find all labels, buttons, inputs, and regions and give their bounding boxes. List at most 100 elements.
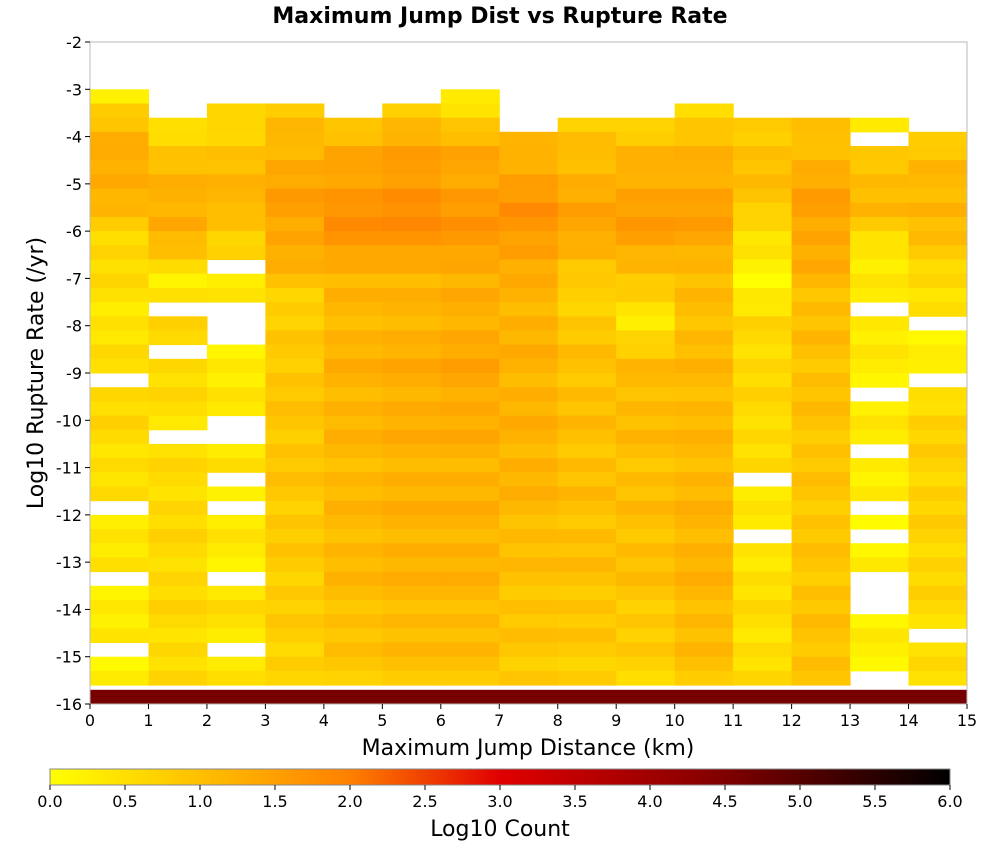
heatmap-cell <box>382 160 442 175</box>
heatmap-cell <box>90 628 149 643</box>
heatmap-cell <box>148 245 208 260</box>
heatmap-cell <box>499 670 559 686</box>
heatmap-cell <box>791 287 851 303</box>
heatmap-cell <box>323 514 383 530</box>
heatmap-cell <box>206 557 266 573</box>
heatmap-cell <box>265 486 325 502</box>
heatmap-cell <box>323 287 383 303</box>
heatmap-cell <box>557 571 617 587</box>
heatmap-cell <box>674 443 734 459</box>
heatmap-cell <box>499 174 559 190</box>
x-tick-label: 4 <box>319 711 329 730</box>
heatmap-cell <box>557 302 617 317</box>
heatmap-cell <box>323 415 383 431</box>
heatmap-cell <box>733 231 793 246</box>
heatmap-cell <box>733 287 793 303</box>
heatmap-cell <box>616 231 676 246</box>
heatmap-cell <box>265 500 325 516</box>
heatmap-cell <box>557 217 617 232</box>
x-tick-label: 0 <box>85 711 95 730</box>
heatmap-cell <box>265 642 325 658</box>
heatmap-cell <box>440 103 500 119</box>
heatmap-cell <box>323 358 383 374</box>
heatmap-cell <box>616 514 676 530</box>
heatmap-cell <box>265 429 325 445</box>
heatmap-cell <box>323 628 383 643</box>
heatmap-cell <box>674 316 734 331</box>
colorbar-tick-label: 1.0 <box>187 792 212 811</box>
heatmap-cell <box>206 103 266 119</box>
heatmap-cell <box>206 217 266 232</box>
heatmap-cell <box>148 543 208 558</box>
heatmap-cell <box>908 472 968 487</box>
heatmap-cell <box>206 373 266 388</box>
heatmap-cell <box>382 628 442 643</box>
heatmap-cell <box>323 472 383 487</box>
heatmap-cell <box>557 656 617 672</box>
heatmap-cell <box>323 146 383 161</box>
heatmap-cell <box>382 344 442 360</box>
heatmap-cell <box>90 415 149 431</box>
heatmap-cell <box>674 514 734 530</box>
heatmap-cell <box>733 387 793 402</box>
heatmap-cell <box>323 571 383 587</box>
heatmap-cell <box>265 302 325 317</box>
heatmap-cell <box>674 401 734 417</box>
heatmap-cell <box>440 131 500 147</box>
heatmap-cell <box>499 259 559 275</box>
heatmap-cell <box>265 231 325 246</box>
heatmap-cell <box>908 273 968 289</box>
heatmap-cell <box>616 316 676 331</box>
heatmap-cell <box>90 103 149 119</box>
heatmap-cell <box>908 458 968 473</box>
heatmap-cell <box>148 472 208 487</box>
heatmap-cell <box>674 600 734 615</box>
heatmap-cell <box>908 387 968 402</box>
colorbar-tick-label: 0.0 <box>37 792 62 811</box>
heatmap-cell <box>382 188 442 204</box>
heatmap-cell <box>382 500 442 516</box>
heatmap-cell <box>616 670 676 686</box>
heatmap-cell <box>265 202 325 218</box>
heatmap-cell <box>440 302 500 317</box>
heatmap-cell <box>733 585 793 601</box>
heatmap-cell <box>206 486 266 502</box>
y-tick-label: -4 <box>66 128 82 147</box>
heatmap-cell <box>90 358 149 374</box>
heatmap-cell <box>323 117 383 133</box>
y-tick-label: -11 <box>56 459 82 478</box>
heatmap-cell <box>148 443 208 459</box>
heatmap-cell <box>440 174 500 190</box>
heatmap-cell <box>323 316 383 331</box>
heatmap-cell <box>733 500 793 516</box>
heatmap-cell <box>908 585 968 601</box>
heatmap-cell <box>850 642 910 658</box>
heatmap-cell <box>616 330 676 346</box>
heatmap-cell <box>616 642 676 658</box>
heatmap-cell <box>323 188 383 204</box>
colorbar-tick-label: 4.5 <box>712 792 737 811</box>
heatmap-cell <box>791 316 851 331</box>
heatmap-cell <box>90 117 149 133</box>
heatmap-cell <box>791 117 851 133</box>
heatmap-cell <box>148 160 208 175</box>
heatmap-cell <box>90 273 149 289</box>
x-tick-label: 3 <box>260 711 270 730</box>
x-tick-label: 2 <box>202 711 212 730</box>
heatmap-cell <box>323 245 383 260</box>
heatmap-cell <box>206 174 266 190</box>
heatmap-cell <box>557 273 617 289</box>
heatmap-cell <box>674 415 734 431</box>
heatmap-cell <box>499 273 559 289</box>
heatmap-cell <box>791 231 851 246</box>
heatmap-cell <box>265 401 325 417</box>
heatmap-cell <box>265 670 325 686</box>
heatmap-cell <box>674 131 734 147</box>
heatmap-cell <box>148 670 208 686</box>
heatmap-cell <box>499 316 559 331</box>
heatmap-cell <box>733 429 793 445</box>
heatmap-cell <box>616 188 676 204</box>
heatmap-cell <box>616 585 676 601</box>
heatmap-cell <box>733 202 793 218</box>
heatmap-cell <box>382 316 442 331</box>
